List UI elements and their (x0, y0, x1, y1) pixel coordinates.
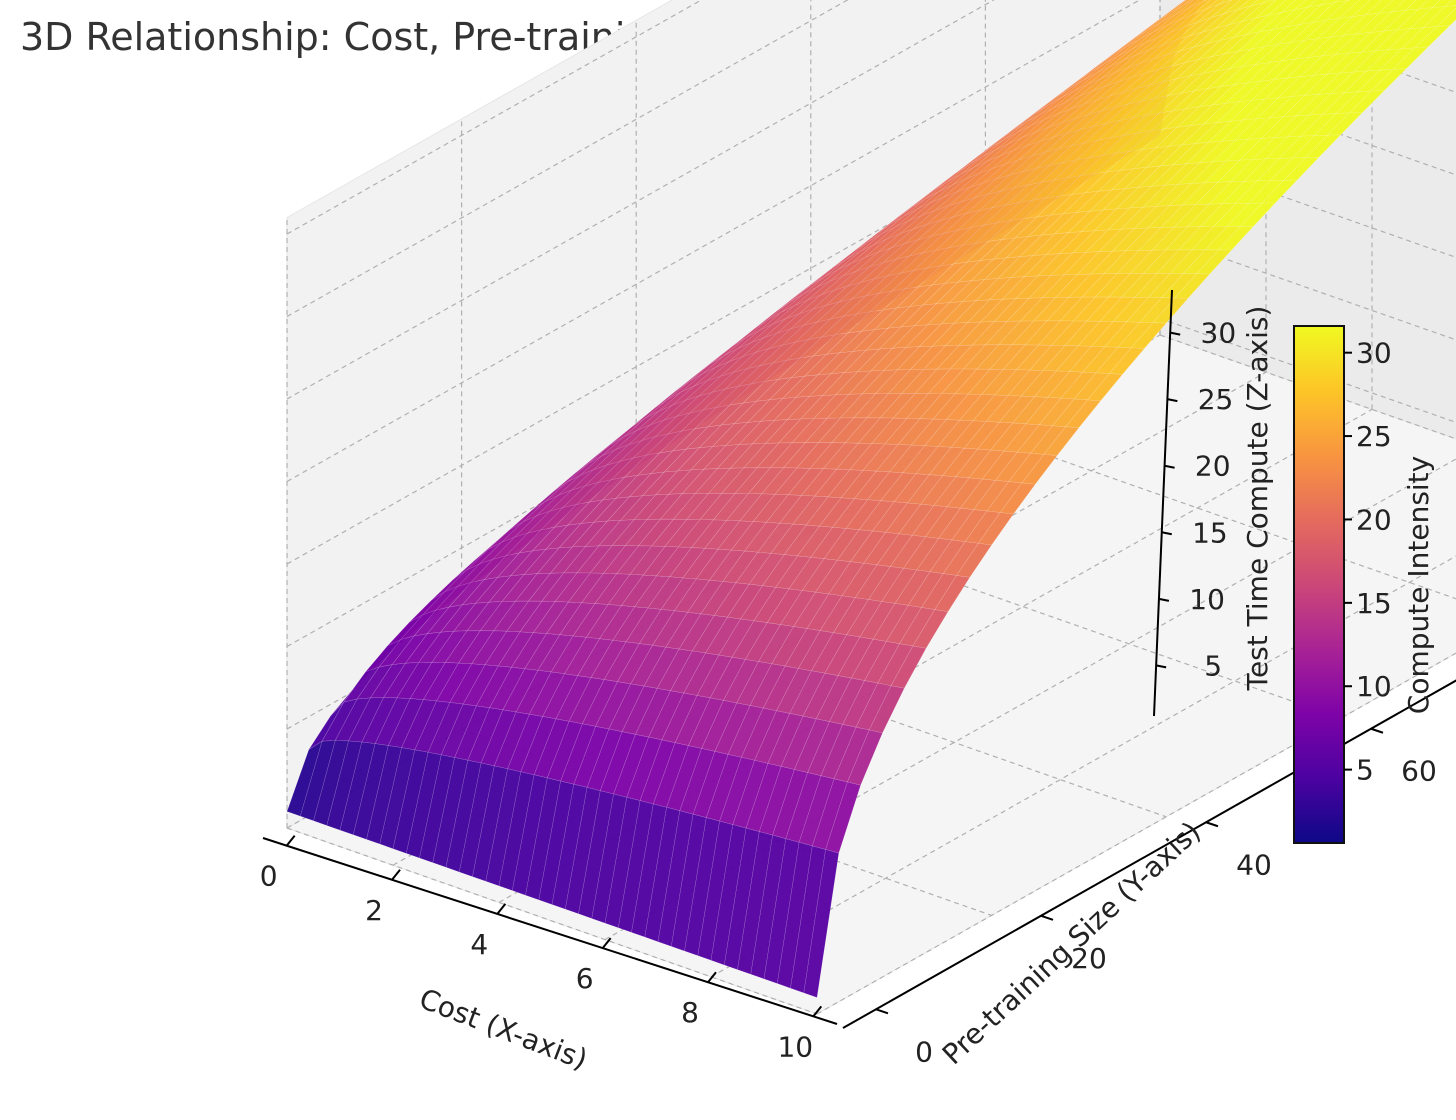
surface-patch (955, 542, 993, 578)
surface-patch (1304, 134, 1342, 158)
y-tick (1370, 727, 1384, 734)
surface-patch (1165, 0, 1186, 15)
x-axis-line (262, 837, 838, 1025)
x-tick (391, 869, 401, 881)
surface-patch (1444, 0, 1456, 7)
y-axis-line (842, 679, 1456, 1029)
y-tick (875, 1008, 889, 1015)
z-tick-label: 15 (1192, 516, 1228, 549)
surface-patch (1156, 0, 1188, 22)
surface-patch (1263, 0, 1276, 3)
surface-patch (1351, 0, 1383, 18)
surface-patch (1370, 68, 1408, 92)
surface-patch (1307, 0, 1328, 8)
colorbar: 5 10 15 20 25 30 Compute Intensity (1293, 325, 1435, 844)
colorbar-gradient (1293, 325, 1345, 844)
z-axis-label: Test Time Compute (Z-axis) (1241, 306, 1274, 692)
grid-line (985, 433, 1456, 600)
y-tick (1205, 821, 1219, 828)
z-axis-line (1153, 289, 1173, 717)
surface-patch (1241, 0, 1277, 22)
surface-patch (1201, 0, 1208, 3)
surface-patch (1283, 156, 1320, 181)
z-tick (1167, 398, 1178, 403)
colorbar-tick-label: 30 (1356, 337, 1392, 370)
surface-patch (1293, 0, 1317, 11)
grid-line (1159, 334, 1456, 440)
colorbar-tick-label: 25 (1356, 420, 1392, 453)
x-tick (812, 1005, 823, 1017)
x-tick (707, 971, 717, 983)
colorbar-ticks: 5 10 15 20 25 30 (1344, 337, 1392, 787)
x-tick-label: 0 (260, 860, 278, 893)
z-tick-label: 10 (1189, 583, 1225, 616)
surface-patch (1223, 0, 1250, 14)
x-tick-label: 4 (470, 928, 488, 961)
surface-patch (912, 609, 949, 649)
colorbar-tick-label: 10 (1356, 670, 1392, 703)
x-tick-label: 10 (777, 1030, 813, 1063)
x-axis-label: Cost (X-axis) (415, 982, 592, 1076)
surface-patch (1183, 0, 1194, 6)
z-tick (1161, 531, 1172, 536)
z-tick-label: 5 (1204, 649, 1222, 682)
axis-lines (262, 289, 1456, 1029)
surface-patch (1210, 0, 1241, 19)
surface-patch (1422, 5, 1456, 28)
x-tick (285, 835, 296, 847)
colorbar-label: Compute Intensity (1402, 456, 1435, 714)
y-tick-label: 0 (915, 1035, 933, 1068)
z-tick (1158, 597, 1170, 602)
surface-patch (1250, 0, 1268, 7)
grid-line (286, 827, 818, 1015)
surface-patch (803, 849, 840, 998)
colorbar-tick-label: 20 (1356, 503, 1392, 536)
colorbar-tick-label: 5 (1356, 754, 1374, 787)
tick-labels: 024681002040608010051015202530 (260, 317, 1437, 1069)
z-tick (1155, 664, 1167, 669)
surface-patch (1178, 0, 1187, 6)
x-tick-label: 6 (576, 962, 594, 995)
x-tick-label: 8 (681, 996, 699, 1029)
y-tick-label: 20 (1071, 942, 1107, 975)
x-tick-label: 2 (365, 894, 383, 927)
grid-line (1159, 317, 1456, 424)
surface-patch (1205, 0, 1225, 10)
colorbar-tick-label: 15 (1356, 587, 1392, 620)
surface-patch (1130, 322, 1167, 349)
surface-patch (1217, 226, 1255, 251)
grid-line (1159, 235, 1456, 341)
surface-patch (1174, 0, 1200, 16)
surface-patch (1219, 0, 1233, 5)
surface-plot (286, 0, 1456, 998)
surface-patch (1065, 399, 1102, 429)
surface-patch (1364, 0, 1394, 16)
surface-patch (1391, 0, 1417, 13)
z-tick (1164, 464, 1175, 469)
surface-patch (825, 781, 861, 854)
surface-patch (1179, 0, 1211, 21)
surface-patch (1254, 0, 1287, 19)
x-tick (496, 903, 507, 915)
surface-patch (1320, 0, 1338, 6)
z-tick (1170, 331, 1181, 336)
z-tick-label: 20 (1195, 450, 1231, 483)
y-tick (1040, 914, 1054, 921)
surface-patch (1338, 0, 1371, 19)
z-tick-label: 30 (1201, 317, 1237, 350)
z-tick-label: 25 (1198, 383, 1234, 416)
surface-patch (1348, 90, 1386, 114)
surface-patch (1268, 0, 1297, 16)
y-tick-label: 60 (1401, 755, 1437, 788)
y-tick-label: 40 (1236, 848, 1272, 881)
surface-patch (1197, 0, 1233, 23)
surface-patch (1187, 0, 1205, 9)
surface-patch (1414, 25, 1451, 49)
surface-patch (1195, 249, 1233, 275)
x-tick (601, 937, 612, 949)
surface-patch (1417, 0, 1441, 10)
